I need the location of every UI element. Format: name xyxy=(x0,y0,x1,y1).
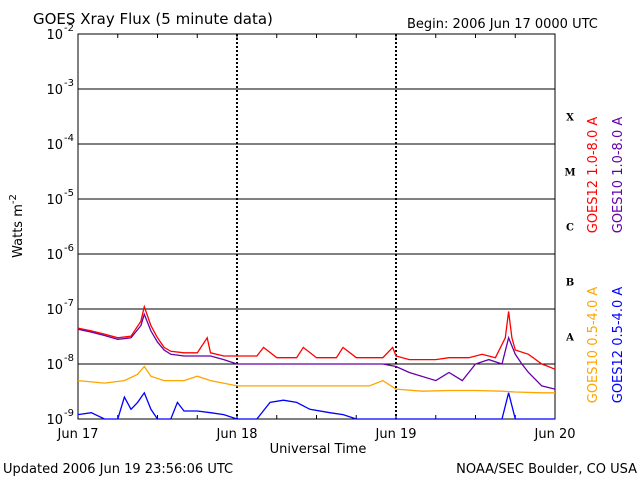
flare-class-label: B xyxy=(566,278,574,289)
x-tick-label: Jun 17 xyxy=(57,427,99,442)
y-tick-label: 10 xyxy=(46,303,63,318)
y-tick-exponent: -8 xyxy=(64,353,74,364)
y-tick-label: 10 xyxy=(46,138,63,153)
credit-label: NOAA/SEC Boulder, CO USA xyxy=(456,462,637,477)
legend-label: GOES10 1.0-8.0 A xyxy=(611,117,626,234)
begin-label: Begin: 2006 Jun 17 0000 UTC xyxy=(407,17,598,32)
series-line-1 xyxy=(77,312,556,390)
flux-series xyxy=(77,304,556,420)
legend-label: GOES12 1.0-8.0 A xyxy=(586,117,601,234)
y-tick-label: 10 xyxy=(46,358,63,373)
y-tick-exponent: -3 xyxy=(64,78,74,89)
day-divider-lines xyxy=(117,34,516,419)
y-axis-label-exp: -2 xyxy=(8,194,19,204)
flare-class-label: X xyxy=(566,113,574,124)
legend-entry: GOES12 0.5-4.0 A xyxy=(611,287,626,404)
updated-timestamp: Updated 2006 Jun 19 23:56:06 UTC xyxy=(3,462,233,477)
y-tick-exponent: -4 xyxy=(64,133,74,144)
legend-entry: GOES10 1.0-8.0 A xyxy=(611,117,626,234)
y-tick-label: 10 xyxy=(46,83,63,98)
flare-class-label: C xyxy=(566,223,574,234)
y-axis-label-group: Watts m-2 xyxy=(8,194,26,258)
x-tick-label: Jun 18 xyxy=(216,427,258,442)
y-tick-label: 10 xyxy=(46,28,63,43)
x-tick-label: Jun 20 xyxy=(534,427,576,442)
y-tick-label: 10 xyxy=(46,248,63,263)
flare-class-label: A xyxy=(565,333,574,344)
series-line-3 xyxy=(77,391,555,420)
legend-label: GOES10 0.5-4.0 A xyxy=(586,287,601,404)
y-tick-exponent: -9 xyxy=(64,408,74,419)
y-tick-exponent: -2 xyxy=(64,23,74,34)
flare-class-labels: A B C M X xyxy=(564,113,575,344)
legend-entry: GOES10 0.5-4.0 A xyxy=(586,287,601,404)
y-tick-exponent: -5 xyxy=(64,188,74,199)
legend-label: GOES12 0.5-4.0 A xyxy=(611,287,626,404)
flare-class-label: M xyxy=(564,168,575,179)
legend: GOES12 1.0-8.0 A GOES10 1.0-8.0 A GOES10 0… xyxy=(586,117,626,404)
series-line-2 xyxy=(77,365,555,394)
legend-entry: GOES12 1.0-8.0 A xyxy=(586,117,601,234)
y-axis-label: Watts m-2 xyxy=(8,194,26,258)
x-axis-label: Universal Time xyxy=(270,442,367,457)
series-line-0 xyxy=(77,304,556,370)
chart-title: GOES Xray Flux (5 minute data) xyxy=(33,10,273,28)
y-tick-exponent: -7 xyxy=(64,298,74,309)
y-tick-label: 10 xyxy=(46,413,63,428)
decade-gridlines xyxy=(78,88,555,365)
x-tick-labels: Jun 17 Jun 18 Jun 19 Jun 20 xyxy=(57,427,576,442)
y-tick-exponent: -6 xyxy=(64,243,74,254)
y-axis-label-text: Watts m xyxy=(11,204,26,258)
y-tick-label: 10 xyxy=(46,193,63,208)
y-tick-labels: 10-910-810-710-610-510-410-310-2 xyxy=(46,23,74,428)
x-tick-label: Jun 19 xyxy=(375,427,417,442)
